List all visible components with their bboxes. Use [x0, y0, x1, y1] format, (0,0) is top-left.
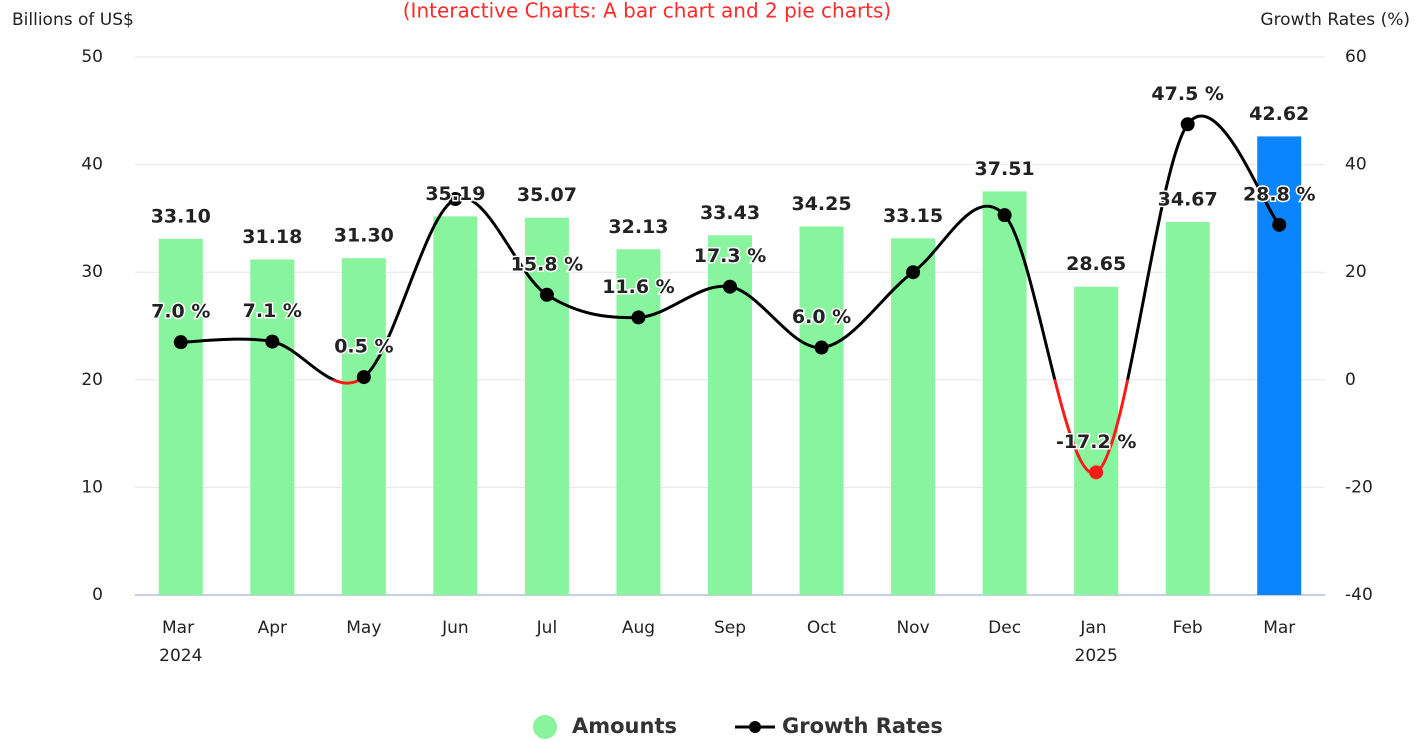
bar-value-label: 37.51 [975, 158, 1035, 180]
growth-point [906, 265, 921, 280]
y2-tick-label: 40 [1345, 155, 1367, 175]
growth-point [356, 370, 371, 385]
bar [433, 216, 478, 596]
bar [1074, 286, 1119, 595]
y-tick-label: 10 [81, 477, 103, 497]
x-tick-label: Mar [1263, 618, 1295, 638]
bar [616, 249, 661, 596]
growth-value-label: 6.0 % [792, 306, 851, 328]
growth-value-label: 47.5 % [1151, 83, 1224, 105]
growth-point [1272, 217, 1287, 232]
bar [1165, 221, 1210, 595]
bar [799, 226, 844, 595]
legend-label: Amounts [572, 714, 677, 738]
growth-value-label: 0.5 % [334, 336, 393, 358]
bar-value-label: 28.65 [1066, 253, 1126, 275]
bar-value-label: 42.62 [1249, 103, 1309, 125]
y2-tick-label: 60 [1345, 47, 1367, 67]
growth-value-label: 7.0 % [151, 301, 210, 323]
growth-point [448, 192, 463, 207]
bar [891, 238, 936, 595]
x-tick-label: Dec [988, 618, 1021, 638]
legend-swatch [749, 721, 761, 733]
x-tick-label: Mar 2024 [159, 618, 202, 666]
legend-label: Growth Rates [782, 714, 943, 738]
y2-tick-label: -20 [1345, 477, 1373, 497]
growth-point [173, 335, 188, 350]
x-tick-label: May [346, 618, 381, 638]
growth-point [1089, 465, 1104, 480]
growth-point [1180, 117, 1195, 132]
x-tick-label: Apr [258, 618, 287, 638]
bar [341, 258, 386, 595]
growth-point [997, 208, 1012, 223]
legend-swatch [533, 715, 557, 739]
x-tick-label: Sep [714, 618, 746, 638]
growth-line [180, 114, 1281, 380]
x-tick-label: Nov [896, 618, 929, 638]
x-tick-label: Jun [441, 618, 469, 638]
growth-point [723, 279, 737, 294]
bar-value-label: 33.15 [883, 205, 943, 227]
y2-axis-label: Growth Rates (%) [1260, 10, 1410, 30]
bar-value-label: 32.13 [608, 216, 668, 238]
growth-value-label: 15.8 % [511, 253, 584, 275]
x-tick-label: Jul [536, 618, 558, 638]
bar [982, 191, 1027, 595]
y-tick-label: 50 [81, 47, 103, 67]
growth-point [265, 334, 280, 349]
y-tick-label: 20 [81, 370, 103, 390]
bar-value-label: 35.07 [517, 184, 577, 206]
x-tick-label: Feb [1173, 618, 1203, 638]
growth-value-label: 11.6 % [602, 276, 675, 298]
y2-tick-label: 0 [1345, 370, 1356, 390]
y-tick-label: 0 [92, 585, 103, 605]
bar [158, 238, 203, 595]
y2-tick-label: -40 [1345, 585, 1373, 605]
growth-value-label: 17.3 % [694, 245, 767, 267]
bar-value-label: 31.18 [242, 226, 302, 248]
chart-title: (Interactive Charts: A bar chart and 2 p… [403, 0, 892, 23]
y-tick-label: 30 [81, 262, 103, 282]
y2-tick-label: 20 [1345, 262, 1367, 282]
x-tick-label: Oct [807, 618, 837, 638]
growth-value-label: 28.8 % [1243, 183, 1316, 205]
growth-value-label: 7.1 % [243, 300, 302, 322]
bar [708, 235, 752, 595]
bar-value-label: 33.10 [151, 205, 211, 227]
y-tick-label: 40 [81, 155, 103, 175]
bar [1257, 136, 1302, 595]
bar [250, 259, 295, 595]
growth-point [631, 310, 646, 325]
y-axis-label: Billions of US$ [12, 10, 134, 30]
bar-value-label: 34.67 [1158, 188, 1218, 210]
growth-point [814, 340, 829, 355]
bar-value-label: 31.30 [334, 225, 394, 247]
growth-value-label: -17.2 % [1056, 431, 1136, 453]
x-tick-label: Jan 2025 [1075, 618, 1118, 666]
bar-value-label: 34.25 [791, 193, 851, 215]
growth-point [539, 287, 554, 302]
x-tick-label: Aug [622, 618, 655, 638]
bar-value-label: 33.43 [700, 202, 760, 224]
bar-value-label: 35.19 [425, 183, 485, 205]
